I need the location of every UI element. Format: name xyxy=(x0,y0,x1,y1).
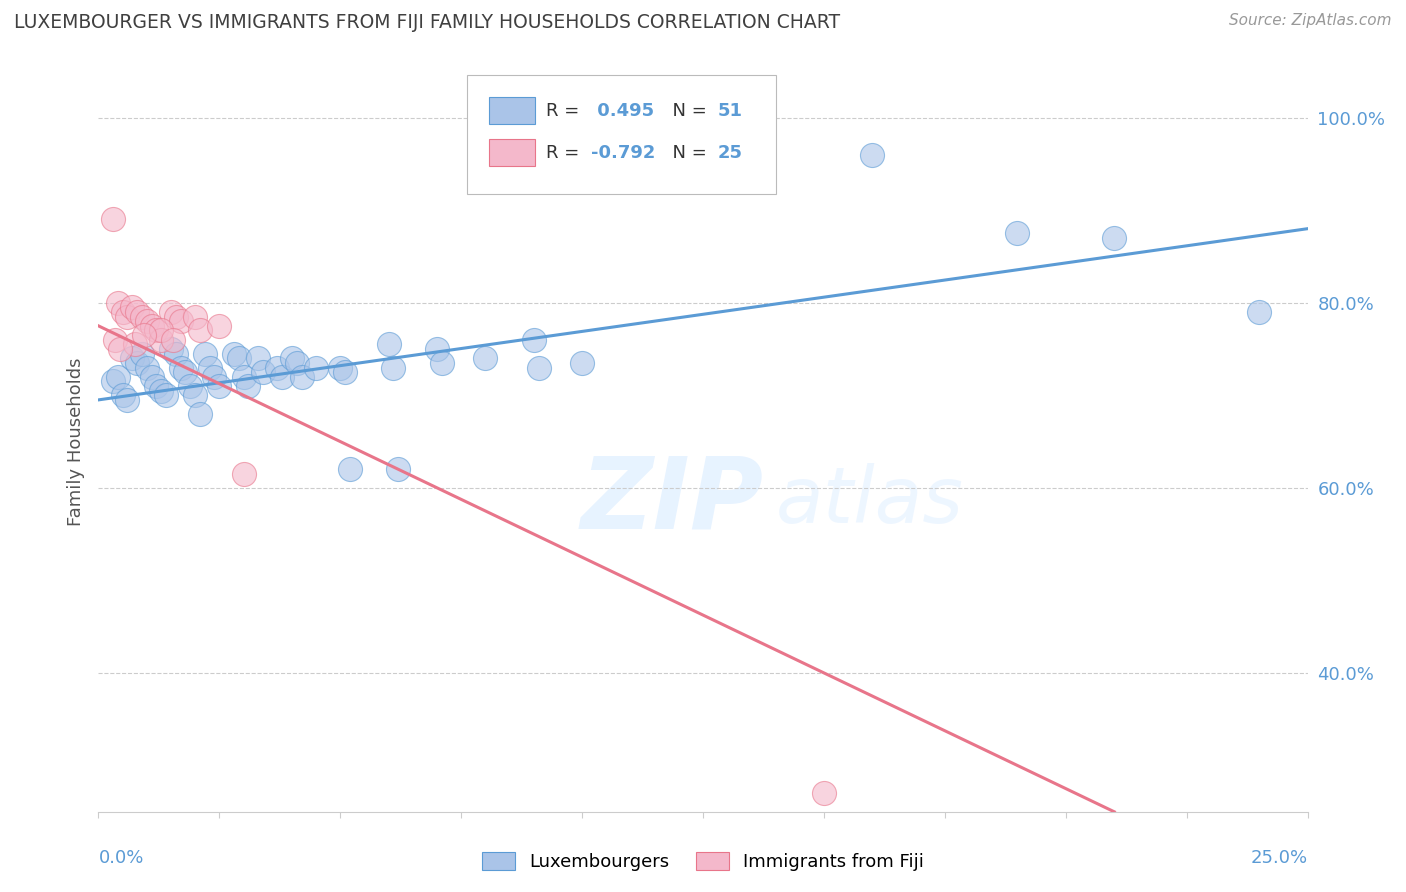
Point xyxy=(1249,305,1271,319)
Point xyxy=(271,369,294,384)
Point xyxy=(107,369,129,384)
Point xyxy=(184,310,207,324)
Text: 0.495: 0.495 xyxy=(591,102,654,120)
Point xyxy=(523,333,546,347)
Text: N =: N = xyxy=(661,102,713,120)
Point xyxy=(238,379,260,393)
FancyBboxPatch shape xyxy=(467,75,776,194)
Point xyxy=(232,369,254,384)
Point xyxy=(162,333,184,347)
Point xyxy=(198,360,221,375)
Point xyxy=(387,462,409,476)
Point xyxy=(127,305,149,319)
Point xyxy=(860,147,883,161)
Point xyxy=(228,351,250,366)
Point xyxy=(111,388,134,402)
Point xyxy=(527,360,550,375)
Point xyxy=(571,356,593,370)
Legend: Luxembourgers, Immigrants from Fiji: Luxembourgers, Immigrants from Fiji xyxy=(475,845,931,879)
Point xyxy=(150,333,173,347)
Text: Source: ZipAtlas.com: Source: ZipAtlas.com xyxy=(1229,13,1392,29)
Point xyxy=(101,212,124,227)
Point xyxy=(474,351,496,366)
Text: 25: 25 xyxy=(717,144,742,161)
Point xyxy=(160,305,183,319)
Point xyxy=(135,360,157,375)
Point xyxy=(101,375,124,389)
Point xyxy=(333,365,356,379)
Point xyxy=(188,407,211,421)
Point xyxy=(813,786,835,800)
Point xyxy=(117,310,139,324)
Point xyxy=(150,384,173,398)
Point xyxy=(141,369,163,384)
Point xyxy=(174,365,197,379)
Point xyxy=(145,379,167,393)
Point xyxy=(329,360,352,375)
Point xyxy=(194,346,217,360)
Text: -0.792: -0.792 xyxy=(591,144,655,161)
Point xyxy=(290,369,312,384)
Point xyxy=(145,324,167,338)
Text: R =: R = xyxy=(546,102,585,120)
Point xyxy=(426,342,449,356)
Point xyxy=(108,342,131,356)
Point xyxy=(169,360,191,375)
Point xyxy=(127,356,149,370)
Point xyxy=(252,365,274,379)
Point xyxy=(305,360,328,375)
Point xyxy=(430,356,453,370)
Point xyxy=(222,346,245,360)
Point xyxy=(285,356,308,370)
Point xyxy=(188,324,211,338)
Text: 25.0%: 25.0% xyxy=(1250,849,1308,867)
Point xyxy=(281,351,304,366)
Point xyxy=(1102,231,1125,245)
Point xyxy=(160,342,183,356)
Point xyxy=(131,346,153,360)
Point xyxy=(165,346,187,360)
Text: N =: N = xyxy=(661,144,713,161)
Text: 0.0%: 0.0% xyxy=(98,849,143,867)
Point xyxy=(107,295,129,310)
FancyBboxPatch shape xyxy=(489,139,534,166)
Point xyxy=(266,360,288,375)
Text: atlas: atlas xyxy=(776,463,963,539)
Text: LUXEMBOURGER VS IMMIGRANTS FROM FIJI FAMILY HOUSEHOLDS CORRELATION CHART: LUXEMBOURGER VS IMMIGRANTS FROM FIJI FAM… xyxy=(14,13,841,32)
Point xyxy=(135,314,157,328)
FancyBboxPatch shape xyxy=(489,97,534,124)
Point xyxy=(104,333,127,347)
Point xyxy=(111,305,134,319)
Y-axis label: Family Households: Family Households xyxy=(66,358,84,525)
Point xyxy=(1007,227,1029,241)
Point xyxy=(134,328,156,343)
Point xyxy=(169,314,191,328)
Point xyxy=(377,337,399,351)
Point xyxy=(339,462,361,476)
Point xyxy=(124,337,146,351)
Text: ZIP: ZIP xyxy=(581,452,763,549)
Point xyxy=(204,369,226,384)
Point xyxy=(382,360,405,375)
Point xyxy=(150,324,173,338)
Text: R =: R = xyxy=(546,144,585,161)
Point xyxy=(208,379,231,393)
Point xyxy=(121,351,143,366)
Point xyxy=(131,310,153,324)
Point xyxy=(141,318,163,333)
Text: 51: 51 xyxy=(717,102,742,120)
Point xyxy=(184,388,207,402)
Point xyxy=(247,351,270,366)
Point xyxy=(165,310,187,324)
Point xyxy=(117,392,139,407)
Point xyxy=(179,379,201,393)
Point xyxy=(232,467,254,481)
Point xyxy=(155,388,177,402)
Point xyxy=(121,301,143,315)
Point xyxy=(208,318,231,333)
